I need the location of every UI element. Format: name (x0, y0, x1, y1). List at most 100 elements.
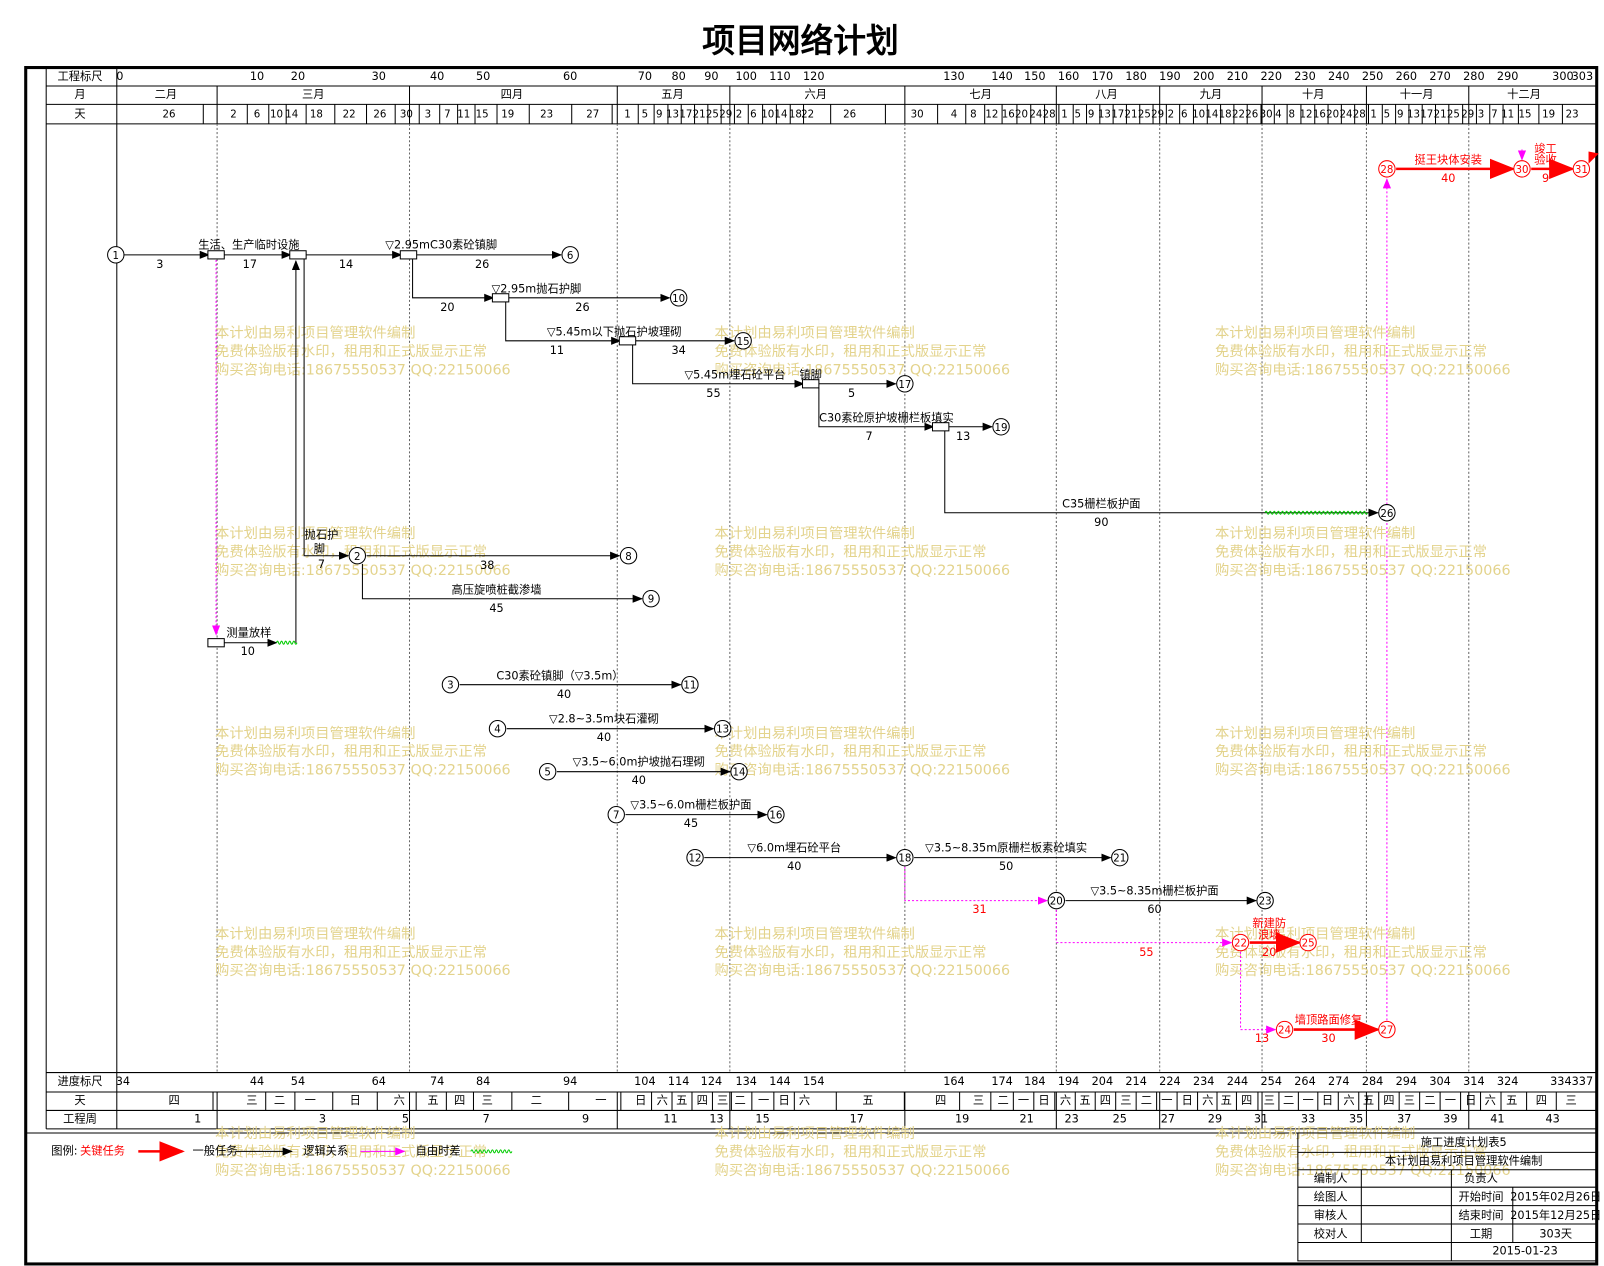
node (896, 848, 914, 867)
watermark: 免费体验版有水印，租用和正式版显示正常 (215, 343, 487, 360)
day: 23 (1566, 110, 1579, 121)
weekday: 二 (1424, 1094, 1435, 1107)
node-label: 23 (1259, 897, 1272, 908)
progress-tick: 234 (1193, 1075, 1214, 1088)
node (1256, 891, 1274, 910)
day: 22 (801, 110, 814, 121)
day: 25 (1138, 110, 1151, 121)
scale-tick: 40 (430, 70, 444, 83)
week: 43 (1546, 1113, 1560, 1126)
activity-duration: 40 (557, 688, 571, 701)
scale-tick: 300 (1552, 70, 1573, 83)
month: 五月 (661, 88, 684, 101)
activity-duration: 34 (672, 344, 686, 357)
node-label: 18 (898, 854, 911, 865)
activity-duration: 40 (787, 860, 801, 873)
day: 29 (1461, 110, 1474, 121)
progress-tick: 94 (563, 1075, 577, 1088)
watermark: 免费体验版有水印，租用和正式版显示正常 (714, 944, 986, 961)
day: 13 (666, 110, 679, 121)
activity-duration: 7 (318, 558, 325, 571)
weekday: 三 (717, 1094, 728, 1107)
weekday: 三 (246, 1094, 257, 1107)
watermark: 本计划由易利项目管理软件编制 (714, 525, 914, 542)
activity-duration: 38 (480, 559, 494, 572)
activity-arrow (944, 430, 1379, 517)
month: 四月 (501, 88, 524, 101)
activity-name: ▽3.5~6.0m护坡抛石理砌 (573, 754, 705, 768)
watermark: 购买咨询电话:18675550537 QQ:22150066 (1215, 1162, 1511, 1179)
day: 6 (254, 110, 261, 121)
day: 14 (1205, 110, 1218, 121)
scale-tick: 120 (803, 70, 824, 83)
activity-duration: 9 (1542, 172, 1549, 185)
watermark: 本计划由易利项目管理软件编制 (1215, 725, 1415, 742)
node (1513, 160, 1531, 178)
watermark: 本计划由易利项目管理软件编制 (215, 525, 415, 542)
work-box (399, 250, 418, 260)
weekday: 三 (1264, 1094, 1275, 1107)
tb-cell: 校对人 (1314, 1226, 1348, 1240)
tb-cell: 开始时间 (1459, 1189, 1504, 1203)
node-label: 24 (1278, 1026, 1291, 1037)
day: 10 (761, 110, 774, 121)
node (1231, 933, 1250, 952)
activity-duration: 40 (632, 774, 646, 787)
node-label: 5 (544, 768, 551, 779)
day: 26 (373, 110, 386, 121)
activity-duration: 55 (1139, 946, 1153, 959)
month: 七月 (969, 88, 992, 101)
legend-swatch (470, 1149, 513, 1154)
day: 22 (343, 110, 356, 121)
work-box (207, 638, 225, 648)
progress-tick: 164 (943, 1075, 964, 1088)
watermark: 购买咨询电话:18675550537 QQ:22150066 (714, 1162, 1010, 1179)
day: 19 (1542, 110, 1555, 121)
scale-tick: 190 (1159, 70, 1180, 83)
row-label: 工程周 (63, 1113, 97, 1126)
scale-tick: 110 (769, 70, 790, 83)
node-label: 15 (737, 337, 750, 348)
weekday: 一 (758, 1094, 769, 1107)
weekday: 六 (1485, 1094, 1496, 1107)
work-box (207, 250, 225, 260)
day: 9 (1088, 110, 1095, 121)
activity-name: C30素砼原护坡栅栏板填实 (819, 411, 954, 425)
day: 2 (1168, 110, 1175, 121)
weekday: 日 (778, 1094, 789, 1107)
progress-tick: 144 (769, 1075, 790, 1088)
progress-tick: 214 (1125, 1075, 1146, 1088)
row-label: 月 (74, 88, 85, 101)
day: 18 (1219, 110, 1232, 121)
legend-title: 图例: (51, 1143, 77, 1157)
day: 5 (1075, 110, 1082, 121)
week: 3 (319, 1113, 326, 1126)
week: 9 (582, 1113, 589, 1126)
legend-item: 逻辑关系 (303, 1143, 348, 1157)
watermark: 本计划由易利项目管理软件编制 (215, 725, 415, 742)
weekday: 六 (1343, 1094, 1354, 1107)
weekday: 一 (1302, 1094, 1313, 1107)
day: 26 (162, 110, 175, 121)
work-box (618, 336, 637, 346)
scale-tick: 0 (116, 70, 123, 83)
day: 24 (1029, 110, 1042, 121)
row-label: 工程标尺 (57, 70, 102, 83)
weekday: 二 (1141, 1094, 1152, 1107)
watermark: 免费体验版有水印，租用和正式版显示正常 (215, 743, 487, 760)
activity-duration: 20 (440, 301, 454, 314)
node (730, 762, 748, 781)
activity-arrow (361, 563, 643, 603)
progress-tick: 244 (1227, 1075, 1248, 1088)
weekday: 三 (1565, 1094, 1576, 1107)
node-label: 30 (1515, 165, 1528, 176)
progress-tick: 124 (701, 1075, 722, 1088)
activity-name: 墙顶路面修复 (1295, 1012, 1363, 1026)
weekday: 四 (1383, 1094, 1394, 1107)
week: 13 (709, 1113, 723, 1126)
scale-tick: 280 (1463, 70, 1484, 83)
progress-tick: 64 (372, 1075, 386, 1088)
activity-arrow (632, 344, 805, 388)
weekday: 五 (1079, 1094, 1090, 1107)
page-title: 项目网络计划 (702, 22, 899, 60)
